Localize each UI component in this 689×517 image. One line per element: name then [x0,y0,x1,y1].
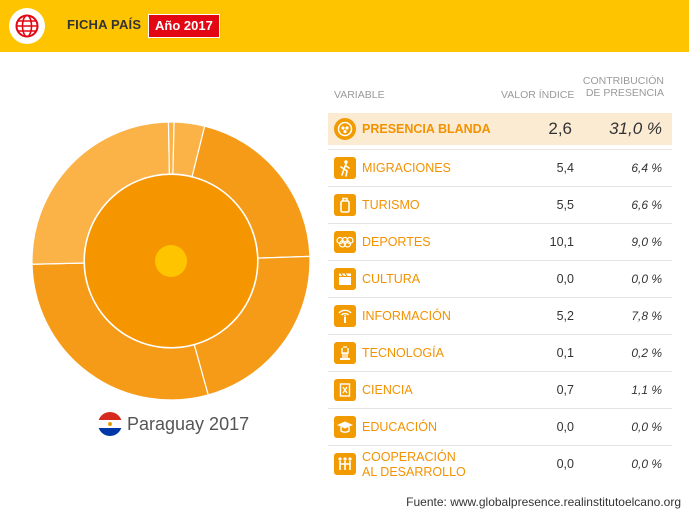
row-value: 0,0 [556,272,574,286]
table-row-cultura[interactable]: CULTURA 0,0 0,0 % [328,260,672,297]
sunburst-center[interactable] [155,245,187,277]
row-value: 0,7 [556,383,574,397]
table-row-educacion[interactable]: EDUCACIÓN 0,0 0,0 % [328,408,672,445]
column-header-contribution: CONTRIBUCIÓN DE PRESENCIA [583,75,664,99]
table-row-ciencia[interactable]: CIENCIA 0,7 1,1 % [328,371,672,408]
presence-sunburst-chart[interactable] [30,120,312,402]
column-header-variable: VARIABLE [334,89,385,101]
row-contribution: 0,0 % [631,272,662,286]
row-label: TURISMO [362,198,420,212]
variables-table: VARIABLE VALOR ÍNDICE CONTRIBUCIÓN DE PR… [328,72,672,486]
table-row-presencia-blanda[interactable]: PRESENCIA BLANDA 2,6 31,0 % [328,113,672,145]
row-label: DEPORTES [362,235,431,249]
graduation-cap-icon [334,416,356,438]
row-contribution: 6,6 % [631,198,662,212]
globe-icon [15,14,39,38]
paraguay-flag-icon [98,412,122,436]
row-label: EDUCACIÓN [362,420,438,434]
row-label: CIENCIA [362,383,413,397]
row-label: TECNOLOGÍA [362,346,444,360]
year-badge[interactable]: Año 2017 [148,14,220,38]
technology-icon [334,342,356,364]
row-value: 5,5 [556,198,574,212]
science-icon [334,379,356,401]
column-header-value: VALOR ÍNDICE [501,89,575,101]
row-label: PRESENCIA BLANDA [362,122,491,136]
row-label-line2: AL DESARROLLO [362,465,466,479]
row-label: CULTURA [362,272,421,286]
row-label: INFORMACIÓN [362,309,451,323]
table-row-turismo[interactable]: TURISMO 5,5 6,6 % [328,186,672,223]
tourism-icon [334,194,356,216]
row-value: 10,1 [549,235,574,249]
row-contribution: 31,0 % [609,119,662,138]
column-header-contribution-line2: DE PRESENCIA [585,87,664,99]
country-label: Paraguay 2017 [98,412,249,436]
row-value: 0,1 [556,346,574,360]
row-label: COOPERACIÓN AL DESARROLLO [362,450,466,480]
row-contribution: 0,0 % [631,420,662,434]
row-label-line1: COOPERACIÓN [362,450,456,464]
row-contribution: 0,2 % [631,346,662,360]
page-title: FICHA PAÍS [67,17,142,32]
source-note: Fuente: www.globalpresence.realinstituto… [406,495,681,509]
table-row-migraciones[interactable]: MIGRACIONES 5,4 6,4 % [328,149,672,186]
country-name: Paraguay 2017 [127,413,250,434]
table-row-tecnologia[interactable]: TECNOLOGÍA 0,1 0,2 % [328,334,672,371]
row-value: 0,0 [556,457,574,471]
row-value: 2,6 [548,119,572,138]
row-contribution: 7,8 % [631,309,662,323]
row-contribution: 0,0 % [631,457,662,471]
table-header: VARIABLE VALOR ÍNDICE CONTRIBUCIÓN DE PR… [328,72,672,113]
global-presence-logo[interactable] [9,8,45,44]
table-row-informacion[interactable]: INFORMACIÓN 5,2 7,8 % [328,297,672,334]
soft-power-icon [334,118,356,140]
cooperation-icon [334,453,356,475]
row-contribution: 6,4 % [631,161,662,175]
row-value: 5,2 [556,309,574,323]
clapperboard-icon [334,268,356,290]
table-row-deportes[interactable]: DEPORTES 10,1 9,0 % [328,223,672,260]
row-value: 0,0 [556,420,574,434]
table-row-cooperacion[interactable]: COOPERACIÓN AL DESARROLLO 0,0 0,0 % [328,445,672,486]
header-bar: FICHA PAÍS Año 2017 [0,0,689,52]
olympic-rings-icon [334,231,356,253]
row-contribution: 9,0 % [631,235,662,249]
column-header-contribution-line1: CONTRIBUCIÓN [582,75,664,87]
migration-icon [334,157,356,179]
information-icon [334,305,356,327]
row-contribution: 1,1 % [631,383,662,397]
row-value: 5,4 [556,161,574,175]
row-label: MIGRACIONES [362,161,451,175]
